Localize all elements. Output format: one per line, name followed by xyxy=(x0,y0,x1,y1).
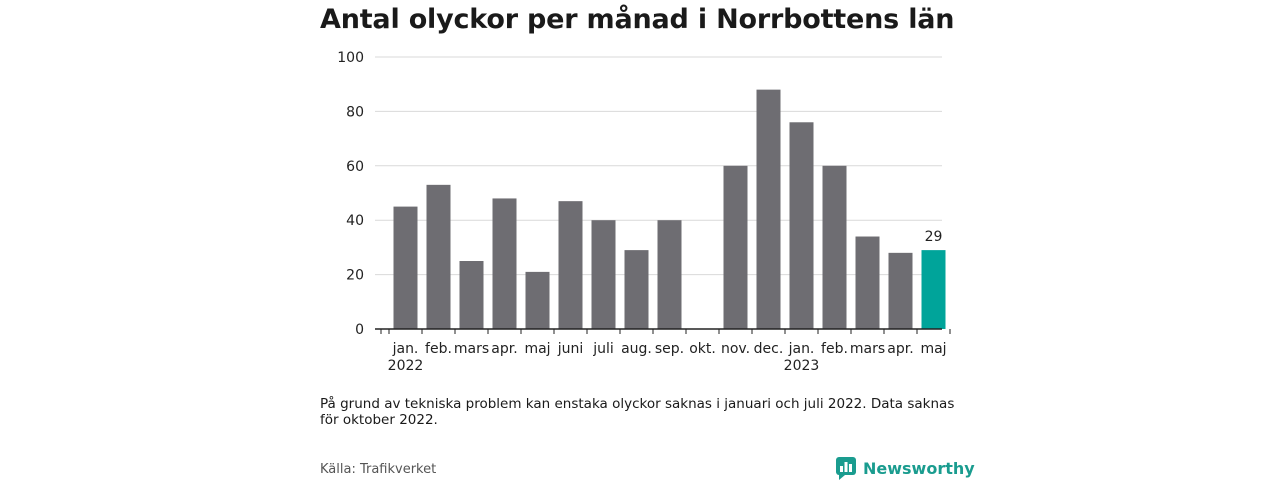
brand-logo: Newsworthy xyxy=(835,456,975,480)
x-tick-label: jan. xyxy=(788,341,815,357)
bar xyxy=(789,122,814,329)
bar xyxy=(459,261,484,329)
x-tick-label: nov. xyxy=(721,341,750,357)
x-year-label: 2023 xyxy=(784,358,820,374)
bar xyxy=(921,250,946,329)
y-tick-label: 80 xyxy=(346,104,364,120)
x-tick-label: mars xyxy=(850,341,885,357)
x-tick-label: dec. xyxy=(754,341,784,357)
y-tick-label: 0 xyxy=(355,322,364,338)
chart-footnote: På grund av tekniska problem kan enstaka… xyxy=(320,396,955,428)
bar xyxy=(525,271,550,329)
x-tick-label: sep. xyxy=(655,341,684,357)
chart-title: Antal olyckor per månad i Norrbottens lä… xyxy=(320,4,955,35)
bar xyxy=(723,165,748,329)
bar xyxy=(426,184,451,329)
y-tick-label: 60 xyxy=(346,159,364,175)
brand-name: Newsworthy xyxy=(863,458,975,478)
data-label: 29 xyxy=(925,229,943,245)
x-tick-label: apr. xyxy=(887,341,913,357)
bar-layer xyxy=(393,89,946,329)
bar xyxy=(492,198,517,329)
x-tick-label: maj xyxy=(524,341,550,357)
x-tick-label: feb. xyxy=(821,341,848,357)
y-tick-label: 20 xyxy=(346,268,364,284)
x-tick-label: juni xyxy=(557,341,584,357)
bar xyxy=(888,252,913,329)
bar xyxy=(657,220,682,329)
bar xyxy=(756,89,781,329)
x-tick-label: apr. xyxy=(491,341,517,357)
x-tick-label: okt. xyxy=(689,341,716,357)
x-tick-label: jan. xyxy=(392,341,419,357)
x-tick-label: feb. xyxy=(425,341,452,357)
y-tick-label: 100 xyxy=(337,50,364,66)
x-tick-label: maj xyxy=(920,341,946,357)
x-tick-label: mars xyxy=(454,341,489,357)
bar xyxy=(855,236,880,329)
source-label: Källa: Trafikverket xyxy=(320,462,437,477)
y-tick-label: 40 xyxy=(346,213,364,229)
bar xyxy=(393,206,418,329)
x-year-label: 2022 xyxy=(388,358,424,374)
bar xyxy=(558,201,583,329)
axis-layer xyxy=(375,328,951,334)
bar xyxy=(624,250,649,329)
bar-chart-badge-icon xyxy=(836,457,856,480)
x-tick-label: aug. xyxy=(621,341,652,357)
bar xyxy=(822,165,847,329)
x-tick-label: juli xyxy=(592,341,614,357)
bar xyxy=(591,220,616,329)
